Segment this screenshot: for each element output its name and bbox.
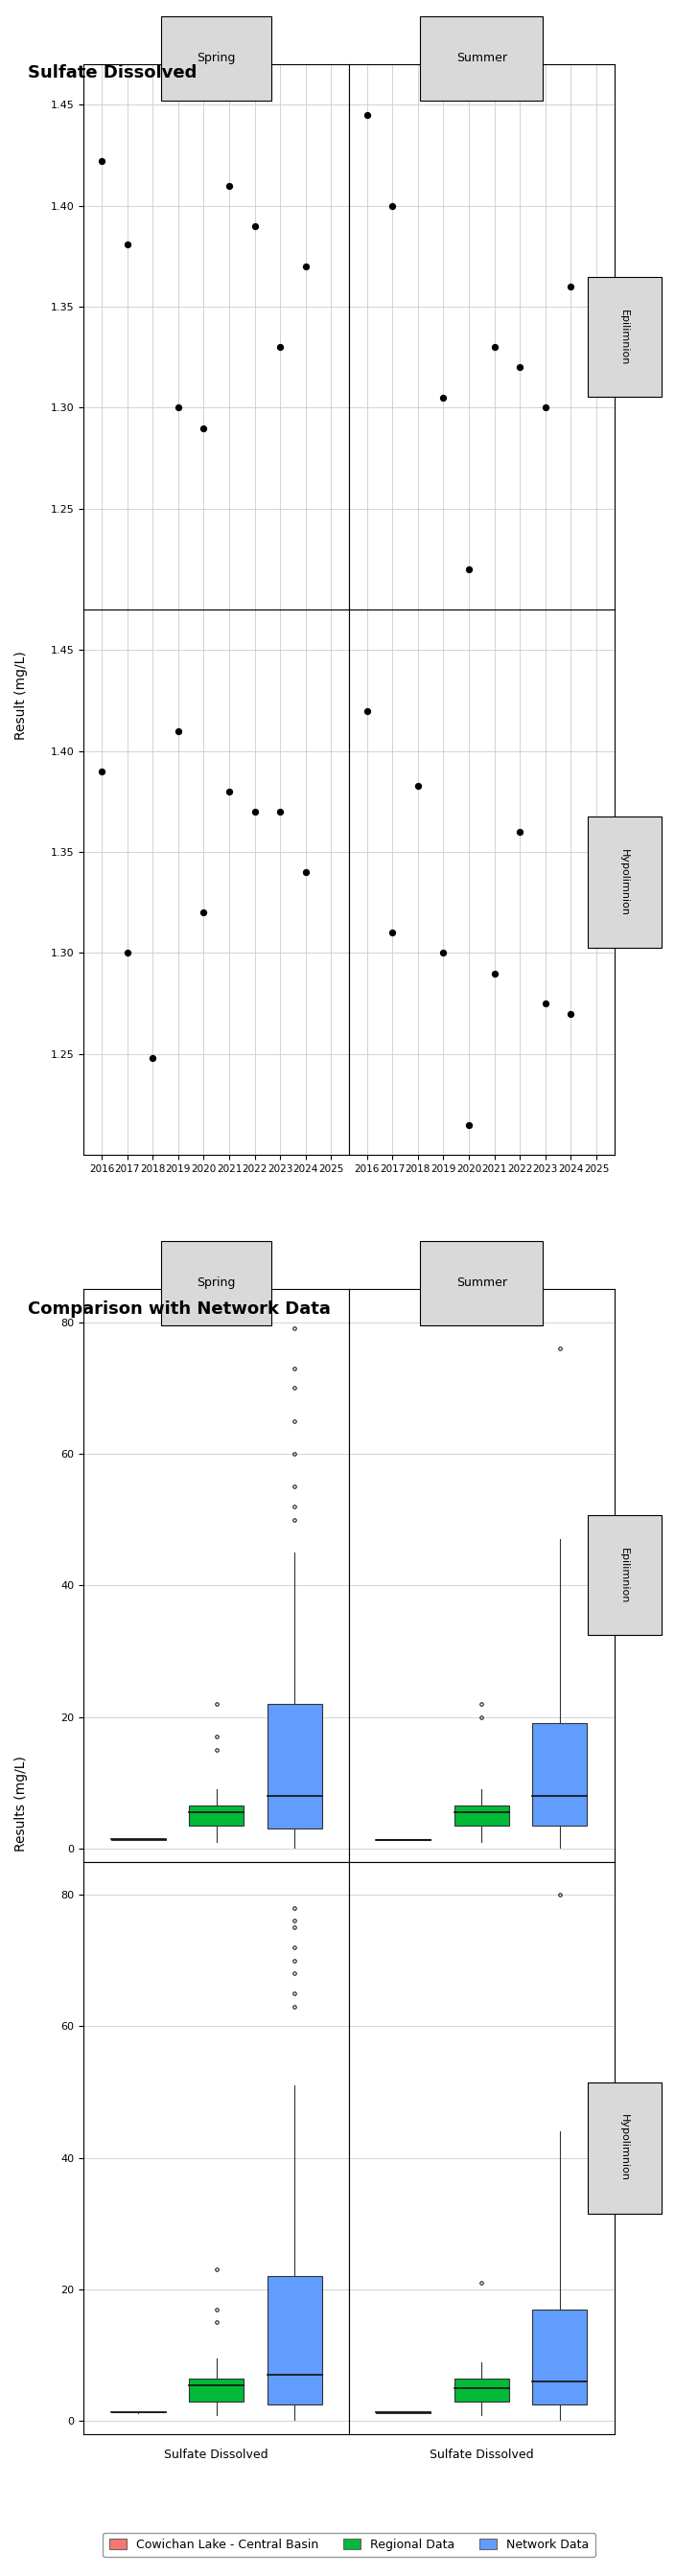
X-axis label: Sulfate Dissolved: Sulfate Dissolved	[164, 2450, 269, 2463]
Point	[300, 853, 311, 894]
Point	[438, 933, 449, 974]
Text: Result (mg/L): Result (mg/L)	[14, 652, 28, 739]
Point	[514, 348, 526, 389]
Point	[198, 891, 209, 933]
Text: Epilimnion: Epilimnion	[620, 1548, 629, 1602]
Bar	[533, 1723, 587, 1826]
Point	[121, 933, 133, 974]
Point	[387, 185, 398, 227]
Title: Summer: Summer	[456, 52, 507, 64]
Bar	[189, 1806, 244, 1826]
Point	[489, 327, 500, 368]
Point	[362, 690, 373, 732]
Point	[249, 206, 260, 247]
Point	[121, 224, 133, 265]
Bar	[454, 1806, 509, 1826]
Point	[362, 95, 373, 137]
Point	[463, 549, 475, 590]
Legend: Cowichan Lake - Central Basin, Regional Data, Network Data: Cowichan Lake - Central Basin, Regional …	[103, 2532, 595, 2558]
Bar	[533, 2308, 587, 2406]
Point	[172, 711, 184, 752]
Point	[96, 142, 107, 183]
Bar	[267, 2277, 322, 2406]
Text: Sulfate Dissolved: Sulfate Dissolved	[28, 64, 197, 82]
Point	[147, 1038, 158, 1079]
Point	[274, 327, 285, 368]
Point	[565, 265, 577, 307]
Point	[540, 984, 551, 1025]
Point	[413, 765, 424, 806]
Text: Hypolimnion: Hypolimnion	[620, 850, 629, 917]
Point	[514, 811, 526, 853]
Point	[96, 750, 107, 791]
Point	[565, 992, 577, 1033]
Point	[249, 791, 260, 832]
Point	[223, 770, 235, 811]
Point	[489, 953, 500, 994]
Text: Hypolimnion: Hypolimnion	[620, 2115, 629, 2182]
Text: Comparison with Network Data: Comparison with Network Data	[28, 1301, 331, 1319]
Bar	[189, 2378, 244, 2401]
Point	[223, 165, 235, 206]
X-axis label: Sulfate Dissolved: Sulfate Dissolved	[429, 2450, 534, 2463]
Text: Results (mg/L): Results (mg/L)	[14, 1754, 28, 1852]
Point	[463, 1105, 475, 1146]
Title: Spring: Spring	[197, 52, 236, 64]
Point	[198, 407, 209, 448]
Point	[172, 386, 184, 428]
Point	[387, 912, 398, 953]
Point	[274, 791, 285, 832]
Bar	[267, 1703, 322, 1829]
Title: Summer: Summer	[456, 1278, 507, 1288]
Bar	[454, 2378, 509, 2401]
Point	[438, 376, 449, 417]
Title: Spring: Spring	[197, 1278, 236, 1288]
Point	[540, 386, 551, 428]
Text: Epilimnion: Epilimnion	[620, 309, 629, 366]
Point	[300, 245, 311, 286]
